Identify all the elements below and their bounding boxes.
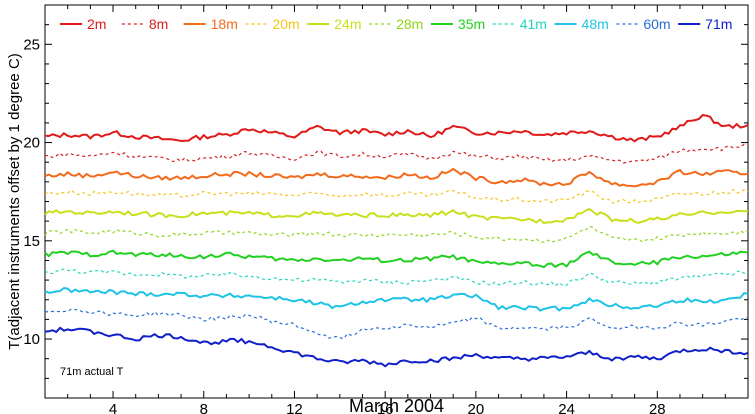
x-tick-label: 16 [377,401,394,414]
legend-label-71m: 71m [705,16,732,32]
legend-label-2m: 2m [87,16,106,32]
series-line-28m [44,225,749,243]
legend-label-60m: 60m [643,16,670,32]
x-tick-label: 12 [286,401,303,414]
series-line-8m [44,143,749,164]
x-tick-label: 20 [468,401,485,414]
series-line-48m [44,287,749,312]
legend-label-18m: 18m [211,16,238,32]
legend: 2m 8m 18m 20m 24m 28m 35m 41m 48m 60m 71m [60,16,732,32]
series-line-24m [44,207,749,225]
series-line-71m [44,326,749,368]
series-line-18m [44,167,749,188]
series-line-20m [44,188,749,204]
series-line-2m [44,114,749,143]
series-lines [44,114,749,368]
legend-label-28m: 28m [396,16,423,32]
x-tick-label: 28 [649,401,666,414]
x-tick-label: 4 [109,401,117,414]
plot-frame [44,4,749,399]
y-tick-label: 15 [23,233,40,250]
y-tick-label: 20 [23,135,40,152]
legend-label-24m: 24m [334,16,361,32]
y-axis-label: T(adjacent instruments offset by 1 degre… [6,53,23,350]
series-line-60m [44,308,749,340]
x-tick-label: 24 [558,401,575,414]
y-tick-label: 25 [23,36,40,53]
legend-label-48m: 48m [582,16,609,32]
axis-ticks: 4 8 12 16 20 24 28 10 15 20 25 [23,4,749,414]
annotation-71m: 71m actual T [60,366,124,378]
legend-label-41m: 41m [520,16,547,32]
legend-label-35m: 35m [458,16,485,32]
y-tick-label: 10 [23,331,40,348]
legend-label-20m: 20m [272,16,299,32]
series-line-41m [44,268,749,287]
x-tick-label: 8 [200,401,208,414]
series-line-35m [44,249,749,269]
x-axis-label: March 2004 [349,396,444,414]
legend-label-8m: 8m [149,16,168,32]
